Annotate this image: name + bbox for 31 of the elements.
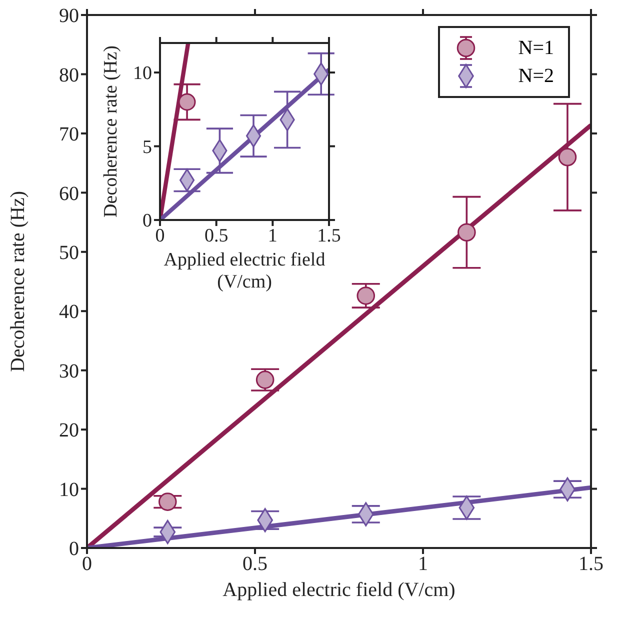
point — [458, 223, 476, 242]
y-tick-label: 0 — [69, 538, 79, 560]
x-tick-label: 1 — [268, 225, 278, 246]
x-tick-label: 0.5 — [242, 553, 268, 576]
x-tick-label: 0.5 — [204, 225, 228, 246]
x-axis-title: Applied electric field (V/cm) — [164, 250, 326, 292]
x-tick-label: 1 — [418, 553, 428, 576]
point — [158, 492, 177, 511]
point — [558, 148, 577, 166]
y-tick-label: 60 — [59, 182, 79, 205]
y-tick-label: 70 — [59, 124, 79, 146]
legend-label: N=2 — [518, 64, 554, 88]
y-tick-label: 90 — [59, 5, 79, 28]
y-tick-label: 30 — [59, 360, 79, 382]
y-tick-label: 20 — [59, 420, 79, 442]
y-axis-title: Decoherence rate (Hz) — [100, 46, 122, 218]
y-tick-label: 10 — [133, 63, 152, 84]
point — [356, 286, 376, 305]
y-tick-label: 0 — [142, 210, 152, 232]
x-tick-label: 1.5 — [578, 553, 604, 576]
y-tick-label: 50 — [59, 242, 79, 264]
y-axis-title: Decoherence rate (Hz) — [7, 191, 29, 372]
y-tick-label: 80 — [59, 64, 79, 86]
y-tick-label: 10 — [59, 478, 79, 501]
y-tick-label: 40 — [59, 301, 79, 324]
point — [256, 370, 274, 389]
x-tick-label: 1.5 — [317, 225, 341, 246]
y-tick-label: 5 — [142, 136, 152, 158]
x-axis-title: Applied electric field (V/cm) — [222, 579, 456, 601]
point — [178, 93, 196, 111]
legend-label: N=1 — [518, 36, 554, 60]
